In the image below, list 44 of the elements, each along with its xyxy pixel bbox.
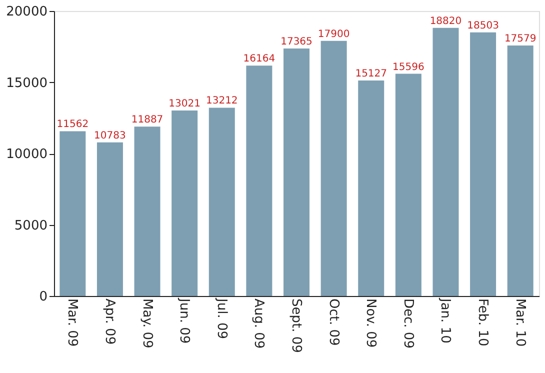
bar bbox=[320, 40, 347, 296]
y-tick-label: 5000 bbox=[14, 218, 48, 234]
data-label: 15596 bbox=[392, 62, 424, 73]
bar bbox=[96, 142, 123, 296]
x-tick-label: Apr. 09 bbox=[102, 298, 117, 345]
bar bbox=[172, 110, 198, 296]
data-label: 11887 bbox=[131, 114, 164, 126]
y-tick-label: 10000 bbox=[6, 147, 48, 162]
data-label: 18820 bbox=[430, 16, 462, 27]
x-tick-label: May. 09 bbox=[139, 298, 154, 348]
bar bbox=[246, 66, 272, 296]
x-tick-label: Aug. 09 bbox=[251, 298, 266, 349]
bar bbox=[507, 46, 534, 296]
data-label: 17365 bbox=[280, 36, 312, 48]
bar bbox=[432, 28, 459, 296]
x-tick-label: Sept. 09 bbox=[288, 298, 304, 353]
data-label: 16164 bbox=[243, 54, 276, 65]
bar bbox=[395, 74, 422, 296]
bar bbox=[208, 108, 235, 296]
x-tick-label: Dec. 09 bbox=[400, 298, 416, 348]
x-tick-label: Mar. 10 bbox=[512, 298, 528, 347]
y-tick-label: 20000 bbox=[6, 4, 48, 20]
x-tick-label: Jun. 09 bbox=[176, 298, 192, 344]
data-label: 13021 bbox=[168, 98, 200, 110]
bar bbox=[60, 131, 86, 296]
bar bbox=[134, 126, 160, 296]
data-label: 18503 bbox=[467, 20, 499, 32]
bar bbox=[284, 48, 310, 296]
x-tick-label: Oct. 09 bbox=[326, 298, 341, 346]
x-tick-label: Nov. 09 bbox=[363, 298, 378, 348]
data-label: 11562 bbox=[56, 119, 89, 130]
bar bbox=[358, 80, 384, 296]
x-tick-label: Feb. 10 bbox=[475, 298, 490, 346]
x-tick-label: Jan. 10 bbox=[438, 298, 453, 344]
data-label: 17579 bbox=[504, 34, 536, 44]
y-tick-label: 0 bbox=[39, 290, 48, 304]
data-label: 13212 bbox=[206, 96, 238, 107]
x-tick-label: Mar. 09 bbox=[64, 298, 80, 347]
y-tick-label: 15000 bbox=[6, 76, 48, 91]
bar bbox=[470, 32, 496, 296]
data-label: 15127 bbox=[355, 68, 388, 80]
x-tick-label: Jul. 09 bbox=[214, 298, 229, 339]
data-label: 10783 bbox=[94, 130, 126, 142]
data-label: 17900 bbox=[318, 28, 350, 40]
